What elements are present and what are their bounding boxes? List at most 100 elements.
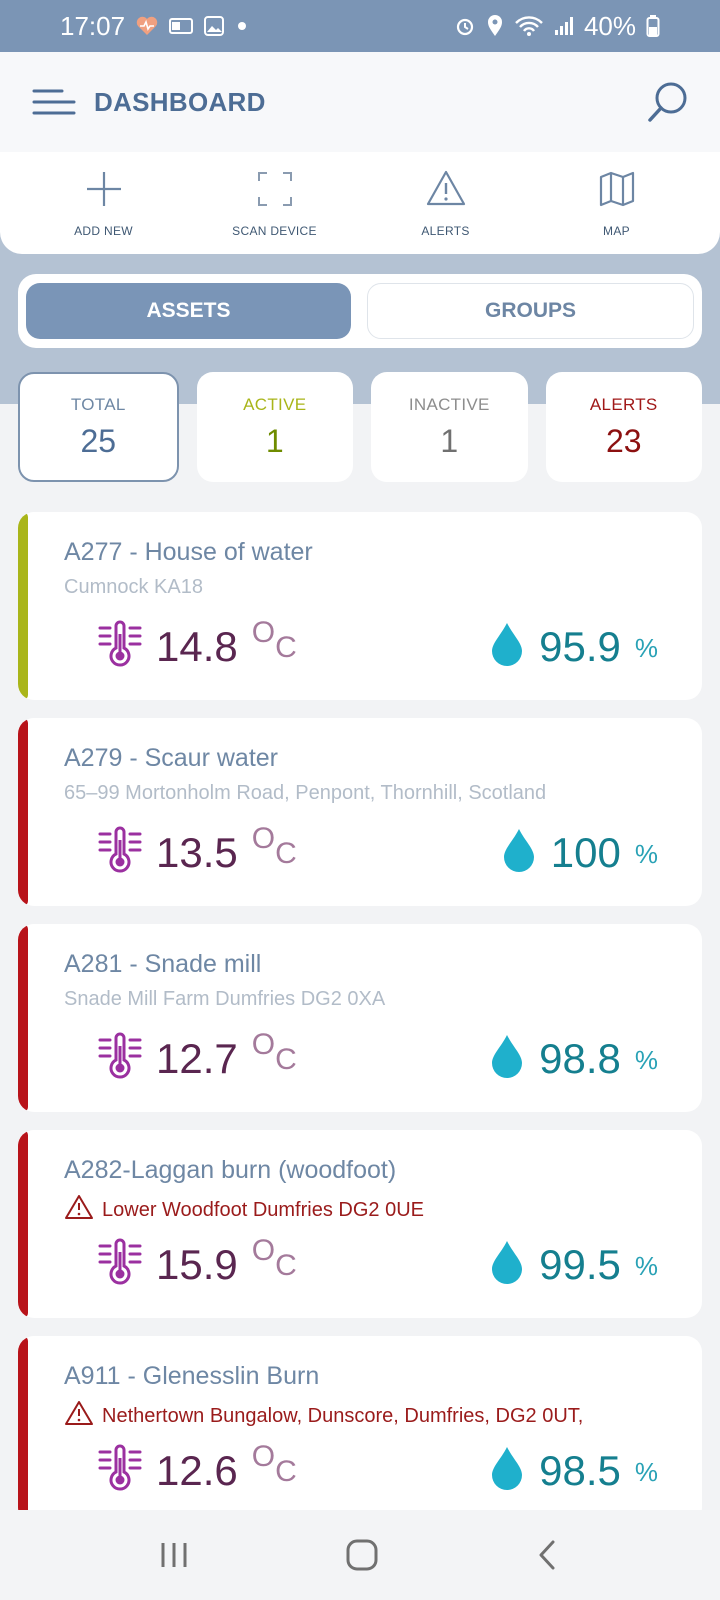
status-stripe <box>18 718 28 906</box>
map-icon <box>597 169 637 214</box>
asset-card[interactable]: A911 - Glenesslin Burn Nethertown Bungal… <box>18 1336 702 1524</box>
asset-location: Lower Woodfoot Dumfries DG2 0UE <box>64 1194 424 1226</box>
asset-location-text: Nethertown Bungalow, Dunscore, Dumfries,… <box>102 1404 584 1427</box>
location-icon <box>486 14 504 38</box>
hamburger-menu-icon[interactable] <box>32 85 76 119</box>
stat-active-value: 1 <box>265 422 284 459</box>
humidity-unit: % <box>634 839 658 869</box>
status-stripe <box>18 1130 28 1318</box>
humidity-value: 98.5 <box>539 1446 621 1494</box>
temperature-unit: OC <box>251 1028 297 1076</box>
status-stripe <box>18 1336 28 1524</box>
add-new-button[interactable]: ADD NEW <box>24 169 184 238</box>
alerts-button[interactable]: ALERTS <box>366 169 526 238</box>
humidity-value: 98.8 <box>539 1034 621 1082</box>
back-icon[interactable] <box>533 1538 563 1572</box>
temperature-value: 12.7 <box>156 1034 238 1082</box>
tab-groups[interactable]: GROUPS <box>367 283 694 339</box>
humidity-value: 95.9 <box>539 622 621 670</box>
asset-readings: 13.5 OC 100 % <box>98 822 658 879</box>
stat-total[interactable]: TOTAL 25 <box>18 372 179 482</box>
asset-location: 65–99 Mortonholm Road, Penpont, Thornhil… <box>64 782 546 805</box>
asset-card[interactable]: A281 - Snade mill Snade Mill Farm Dumfri… <box>18 924 702 1112</box>
add-new-label: ADD NEW <box>74 223 133 238</box>
asset-location-text: Lower Woodfoot Dumfries DG2 0UE <box>102 1198 424 1221</box>
temperature-reading: 12.7 OC <box>98 1028 297 1085</box>
temperature-value: 13.5 <box>156 828 238 876</box>
thermometer-icon <box>98 1238 142 1291</box>
asset-card[interactable]: A277 - House of water Cumnock KA18 14.8 … <box>18 512 702 700</box>
stats-row: TOTAL 25 ACTIVE 1 INACTIVE 1 ALERTS 23 <box>18 372 702 482</box>
asset-location-text: 65–99 Mortonholm Road, Penpont, Thornhil… <box>64 782 547 804</box>
asset-location: Cumnock KA18 <box>64 576 203 599</box>
temperature-value: 14.8 <box>156 622 238 670</box>
heart-rate-icon <box>135 15 159 37</box>
humidity-value: 100 <box>550 828 621 876</box>
alerts-label: ALERTS <box>421 223 470 238</box>
thermometer-icon <box>98 620 142 673</box>
stat-total-value: 25 <box>80 422 117 459</box>
water-drop-icon <box>489 1239 525 1290</box>
water-drop-icon <box>489 1033 525 1084</box>
tab-assets[interactable]: ASSETS <box>26 283 351 339</box>
stat-alerts[interactable]: ALERTS 23 <box>545 372 702 482</box>
stat-inactive[interactable]: INACTIVE 1 <box>371 372 528 482</box>
view-toggle: ASSETS GROUPS <box>18 274 702 348</box>
asset-list: A277 - House of water Cumnock KA18 14.8 … <box>18 512 702 1542</box>
recent-apps-icon[interactable] <box>157 1538 191 1572</box>
battery-icon <box>646 14 660 38</box>
search-icon[interactable] <box>646 80 690 124</box>
asset-card[interactable]: A279 - Scaur water 65–99 Mortonholm Road… <box>18 718 702 906</box>
temperature-unit: OC <box>251 616 297 664</box>
thermometer-icon <box>98 1444 142 1497</box>
temperature-reading: 15.9 OC <box>98 1234 297 1291</box>
water-drop-icon <box>489 1445 525 1496</box>
page-title: DASHBOARD <box>94 86 266 117</box>
status-stripe <box>18 924 28 1112</box>
humidity-unit: % <box>634 633 658 663</box>
status-bar: 17:07 40% <box>0 0 720 52</box>
thermometer-icon <box>98 826 142 879</box>
temperature-unit: OC <box>251 1440 297 1488</box>
system-nav-bar <box>0 1510 720 1600</box>
plus-icon <box>84 169 124 214</box>
humidity-reading: 98.8 % <box>489 1033 658 1084</box>
asset-readings: 15.9 OC 99.5 % <box>98 1234 658 1291</box>
stat-active[interactable]: ACTIVE 1 <box>196 372 353 482</box>
map-button[interactable]: MAP <box>537 169 697 238</box>
asset-readings: 12.7 OC 98.8 % <box>98 1028 658 1085</box>
quick-actions: ADD NEW SCAN DEVICE ALERTS MAP <box>0 152 720 254</box>
alarm-icon <box>454 15 476 37</box>
stat-alerts-label: ALERTS <box>589 394 658 414</box>
temperature-value: 12.6 <box>156 1446 238 1494</box>
asset-name: A911 - Glenesslin Burn <box>64 1362 320 1390</box>
battery-percent: 40% <box>583 10 636 41</box>
humidity-value: 99.5 <box>539 1240 621 1288</box>
humidity-reading: 95.9 % <box>489 621 658 672</box>
humidity-unit: % <box>634 1251 658 1281</box>
humidity-unit: % <box>634 1457 658 1487</box>
stat-alerts-value: 23 <box>605 422 642 459</box>
asset-location: Snade Mill Farm Dumfries DG2 0XA <box>64 988 385 1011</box>
water-drop-icon <box>489 621 525 672</box>
temperature-reading: 12.6 OC <box>98 1440 297 1497</box>
temperature-reading: 14.8 OC <box>98 616 297 673</box>
water-drop-icon <box>501 827 537 878</box>
asset-readings: 14.8 OC 95.9 % <box>98 616 658 673</box>
app-header: DASHBOARD <box>0 52 720 152</box>
humidity-reading: 98.5 % <box>489 1445 658 1496</box>
status-stripe <box>18 512 28 700</box>
scan-device-button[interactable]: SCAN DEVICE <box>195 169 355 238</box>
humidity-reading: 99.5 % <box>489 1239 658 1290</box>
asset-name: A281 - Snade mill <box>64 950 262 978</box>
asset-name: A282-Laggan burn (woodfoot) <box>64 1156 397 1184</box>
temperature-value: 15.9 <box>156 1240 238 1288</box>
temperature-reading: 13.5 OC <box>98 822 297 879</box>
asset-name: A279 - Scaur water <box>64 744 278 772</box>
stat-inactive-label: INACTIVE <box>408 394 490 414</box>
asset-card[interactable]: A282-Laggan burn (woodfoot) Lower Woodfo… <box>18 1130 702 1318</box>
home-icon[interactable] <box>344 1537 380 1573</box>
temperature-unit: OC <box>251 822 297 870</box>
stat-inactive-value: 1 <box>440 422 459 459</box>
asset-location-text: Snade Mill Farm Dumfries DG2 0XA <box>64 988 386 1010</box>
